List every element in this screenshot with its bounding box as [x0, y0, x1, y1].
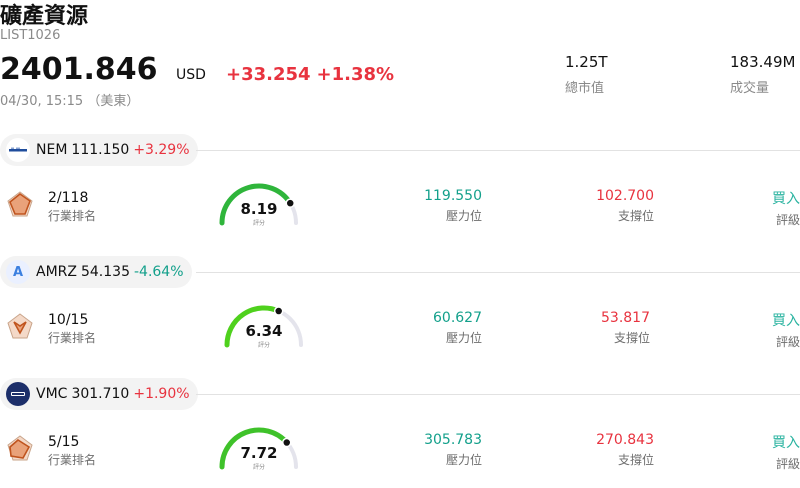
score-gauge: 6.34 評分	[222, 300, 312, 350]
vulcan-logo-icon	[6, 382, 30, 406]
support-value: 53.817	[601, 310, 650, 326]
score-value: 6.34	[245, 322, 283, 340]
stock-price: 301.710	[71, 386, 130, 402]
score-label: 評分	[257, 342, 270, 349]
divider	[196, 394, 800, 395]
timestamp: 04/30, 15:15 （美東）	[0, 94, 140, 109]
support-level: 53.817 支撐位	[530, 310, 650, 346]
resistance-label: 壓力位	[445, 453, 482, 467]
stock-change: +1.90%	[133, 386, 190, 402]
rating-label: 評級	[775, 335, 800, 349]
resistance-label: 壓力位	[445, 209, 482, 223]
rating-label: 評級	[775, 457, 800, 471]
rating-value: 買入	[772, 191, 800, 207]
stock-pill[interactable]: VMC 301.710 +1.90%	[0, 378, 198, 410]
gauge-dot	[273, 306, 284, 316]
stock-symbol: AMRZ	[36, 264, 77, 280]
amrize-logo-icon: A	[6, 260, 30, 284]
newmont-logo-icon	[6, 138, 30, 162]
support-label: 支撐位	[617, 453, 654, 467]
radar-icon	[7, 191, 33, 217]
gauge-dot	[282, 437, 292, 448]
radar-icon	[7, 435, 33, 461]
volume-value: 183.49M	[730, 53, 796, 71]
volume-label: 成交量	[730, 81, 770, 96]
score-gauge: 7.72 評分	[217, 422, 307, 472]
stock-card: NEM 111.150 +3.29% 2/118 行業排名 8.19 評分 11…	[0, 134, 800, 254]
rating[interactable]: 買入 評級	[720, 310, 800, 350]
industry-rank: 5/15	[48, 434, 80, 450]
resistance-level: 60.627 壓力位	[362, 310, 482, 346]
support-level: 102.700 支撐位	[534, 188, 654, 224]
divider	[196, 272, 800, 273]
score-value: 7.72	[240, 444, 278, 462]
stock-price: 54.135	[80, 264, 130, 280]
index-code: LIST1026	[0, 28, 61, 43]
rating-value: 買入	[772, 435, 800, 451]
score-gauge: 8.19 評分	[217, 178, 307, 228]
page-title: 礦產資源	[0, 4, 89, 29]
rating-value: 買入	[772, 313, 800, 329]
industry-rank-label: 行業排名	[48, 331, 97, 345]
market-cap-label: 總市值	[565, 81, 605, 96]
stock-symbol: NEM	[36, 142, 68, 158]
divider	[196, 150, 800, 151]
index-price: 2401.846	[0, 52, 158, 87]
industry-rank-label: 行業排名	[48, 209, 97, 223]
stock-price: 111.150	[71, 142, 130, 158]
stock-card: VMC 301.710 +1.90% 5/15 行業排名 7.72 評分 305…	[0, 378, 800, 488]
currency-label: USD	[176, 67, 206, 83]
score-label: 評分	[252, 464, 265, 471]
resistance-label: 壓力位	[445, 331, 482, 345]
market-cap-value: 1.25T	[565, 53, 608, 71]
stock-change: -4.64%	[133, 264, 184, 280]
gauge-dot	[285, 198, 295, 208]
logo-letter: A	[12, 264, 24, 280]
stock-change: +3.29%	[133, 142, 190, 158]
stock-symbol: VMC	[36, 386, 68, 402]
gauge-fill	[219, 183, 293, 226]
resistance-level: 119.550 壓力位	[362, 188, 482, 224]
score-value: 8.19	[240, 200, 278, 218]
rating[interactable]: 買入 評級	[720, 432, 800, 472]
resistance-value: 60.627	[433, 310, 482, 326]
market-cap-stat: 1.25T 總市值	[565, 53, 608, 96]
price-change: +33.254 +1.38%	[226, 64, 394, 85]
stock-card: A AMRZ 54.135 -4.64% 10/15 行業排名 6.34 評分 …	[0, 256, 800, 376]
change-value: +33.254	[226, 64, 311, 85]
support-label: 支撐位	[613, 331, 650, 345]
support-value: 270.843	[596, 432, 654, 448]
radar-icon	[7, 313, 33, 339]
rating-label: 評級	[775, 213, 800, 227]
industry-rank: 10/15	[48, 312, 89, 328]
resistance-level: 305.783 壓力位	[362, 432, 482, 468]
industry-rank-label: 行業排名	[48, 453, 97, 467]
industry-rank: 2/118	[48, 190, 89, 206]
resistance-value: 119.550	[424, 188, 482, 204]
score-label: 評分	[252, 220, 265, 227]
gauge-fill	[219, 427, 290, 470]
gauge-fill	[224, 305, 282, 348]
resistance-value: 305.783	[424, 432, 482, 448]
rating[interactable]: 買入 評級	[720, 188, 800, 228]
stock-pill[interactable]: NEM 111.150 +3.29%	[0, 134, 198, 166]
support-level: 270.843 支撐位	[534, 432, 654, 468]
volume-stat: 183.49M 成交量	[730, 53, 795, 96]
support-value: 102.700	[596, 188, 654, 204]
support-label: 支撐位	[617, 209, 654, 223]
stock-pill[interactable]: A AMRZ 54.135 -4.64%	[0, 256, 192, 288]
change-percent: +1.38%	[316, 64, 395, 85]
